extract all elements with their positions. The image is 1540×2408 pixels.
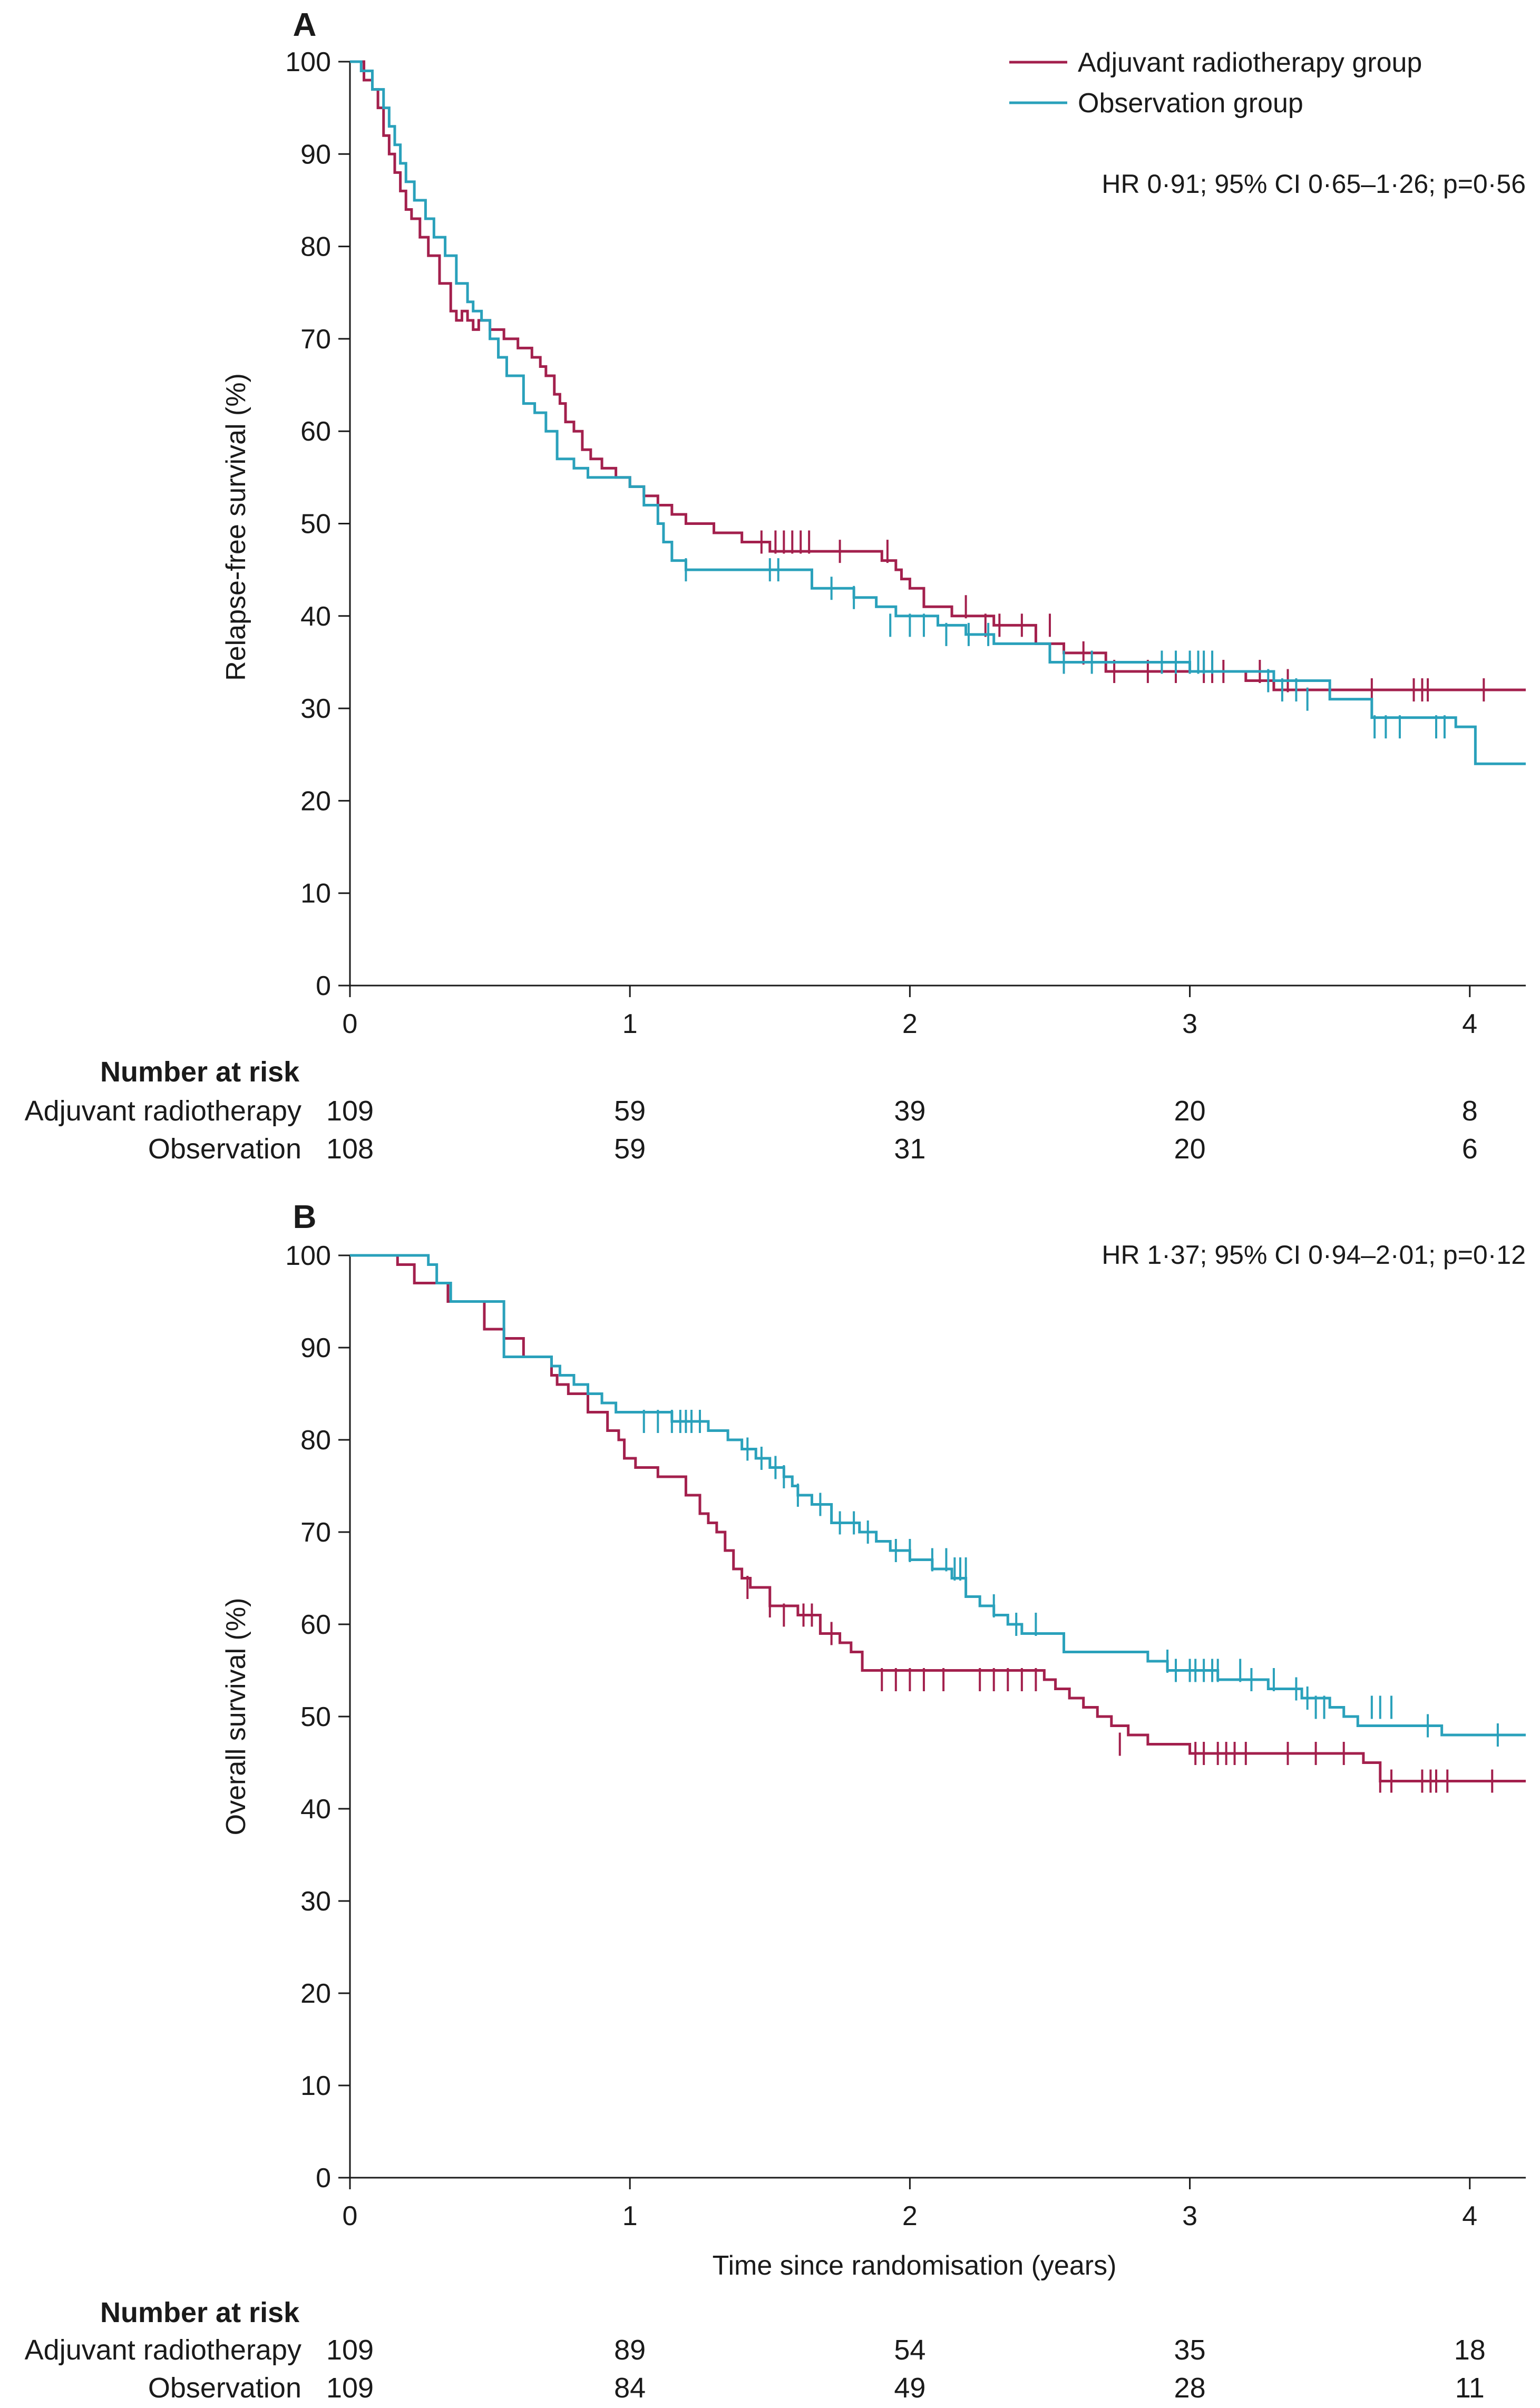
panel-a-y-tick-label: 90 bbox=[300, 139, 331, 170]
panel-b-x-axis-title: Time since randomisation (years) bbox=[713, 2250, 1117, 2281]
panel-b-y-axis-title: Overall survival (%) bbox=[221, 1598, 251, 1836]
panel-b-letter: B bbox=[293, 1199, 317, 1235]
panel-b-curve-observation bbox=[350, 1254, 1526, 1737]
legend-label-radiotherapy: Adjuvant radiotherapy group bbox=[1078, 47, 1422, 78]
panel-a-risk-value-radiotherapy: 39 bbox=[894, 1095, 925, 1127]
panel-a-y-tick-label: 30 bbox=[300, 694, 331, 724]
panel-b-risk-value-observation: 11 bbox=[1455, 2372, 1485, 2404]
panel-b-y-tick-label: 80 bbox=[300, 1425, 331, 1456]
panel-b-risk-value-observation: 109 bbox=[326, 2372, 374, 2404]
panel-b-x-tick-label: 2 bbox=[902, 2201, 918, 2231]
panel-b-plot-area: 0 10 20 30 40 50 60 70 80 90 100 0 1 2 3 4 bbox=[285, 1241, 1526, 2231]
panel-a-relapse-free-survival: A Relapse-free survival (%) Adjuvant rad… bbox=[25, 7, 1526, 1165]
panel-a-risk-value-observation: 20 bbox=[1174, 1133, 1206, 1165]
panel-a-hazard-ratio-annotation: HR 0·91; 95% CI 0·65–1·26; p=0·56 bbox=[1102, 169, 1526, 199]
panel-b-risk-value-radiotherapy: 18 bbox=[1454, 2334, 1486, 2366]
panel-b-x-tick-label: 1 bbox=[622, 2201, 638, 2231]
panel-b-risk-value-radiotherapy: 89 bbox=[614, 2334, 646, 2366]
panel-b-risk-value-radiotherapy: 35 bbox=[1174, 2334, 1206, 2366]
panel-a-letter: A bbox=[293, 7, 317, 43]
panel-a-x-tick-label: 4 bbox=[1462, 1009, 1477, 1039]
panel-a-risk-label-observation: Observation bbox=[148, 1133, 301, 1165]
panel-b-x-tick-label: 4 bbox=[1462, 2201, 1477, 2231]
panel-b-x-tick-label: 3 bbox=[1182, 2201, 1197, 2231]
panel-b-y-tick-label: 10 bbox=[300, 2071, 331, 2101]
panel-b-y-tick-label: 60 bbox=[300, 1610, 331, 1640]
panel-a-risk-heading: Number at risk bbox=[100, 1056, 300, 1088]
panel-b-y-tick-label: 40 bbox=[300, 1794, 331, 1825]
panel-b-risk-value-radiotherapy: 54 bbox=[894, 2334, 925, 2366]
panel-a-plot-area: 0 10 20 30 40 50 60 70 80 90 100 0 1 2 3 4 bbox=[285, 47, 1526, 1039]
panel-a-risk-value-radiotherapy: 20 bbox=[1174, 1095, 1206, 1127]
panel-a-y-tick-label: 20 bbox=[300, 786, 331, 816]
panel-a-risk-value-radiotherapy: 8 bbox=[1462, 1095, 1478, 1127]
panel-a-y-tick-label: 70 bbox=[300, 324, 331, 355]
panel-b-overall-survival: B Overall survival (%) HR 1·37; 95% CI 0… bbox=[25, 1199, 1526, 2404]
panel-b-risk-label-radiotherapy: Adjuvant radiotherapy bbox=[25, 2334, 301, 2366]
panel-b-y-tick-label: 30 bbox=[300, 1886, 331, 1917]
panel-a-risk-value-observation: 59 bbox=[614, 1133, 646, 1165]
panel-a-curve-observation bbox=[350, 60, 1526, 765]
panel-b-risk-label-observation: Observation bbox=[148, 2372, 301, 2404]
panel-a-y-tick-label: 40 bbox=[300, 601, 331, 632]
panel-a-x-tick-label: 0 bbox=[343, 1009, 358, 1039]
panel-a-risk-label-radiotherapy: Adjuvant radiotherapy bbox=[25, 1095, 301, 1127]
panel-a-legend: Adjuvant radiotherapy group Observation … bbox=[1009, 47, 1422, 119]
panel-a-risk-table: Number at risk Adjuvant radiotherapy Obs… bbox=[25, 1056, 1478, 1165]
panel-b-y-tick-label: 90 bbox=[300, 1333, 331, 1363]
panel-a-curve-radiotherapy bbox=[350, 60, 1526, 691]
panel-a-y-tick-label: 0 bbox=[316, 971, 331, 1001]
panel-a-risk-value-observation: 108 bbox=[326, 1133, 374, 1165]
panel-a-risk-values: 109 108 59 59 39 31 20 20 8 6 bbox=[326, 1095, 1478, 1165]
panel-a-y-tick-label: 80 bbox=[300, 232, 331, 262]
panel-a-risk-value-observation: 6 bbox=[1462, 1133, 1478, 1165]
panel-b-hazard-ratio-annotation: HR 1·37; 95% CI 0·94–2·01; p=0·12 bbox=[1102, 1240, 1526, 1270]
panel-b-risk-values: 109 109 89 84 54 49 35 28 18 11 bbox=[326, 2334, 1486, 2404]
panel-b-y-tick-label: 100 bbox=[285, 1241, 331, 1271]
panel-a-y-tick-label: 50 bbox=[300, 509, 331, 540]
panel-b-risk-heading: Number at risk bbox=[100, 2297, 300, 2328]
panel-a-x-tick-label: 2 bbox=[902, 1009, 918, 1039]
panel-b-risk-value-observation: 49 bbox=[894, 2372, 925, 2404]
panel-b-risk-value-observation: 28 bbox=[1174, 2372, 1206, 2404]
panel-b-x-tick-label: 0 bbox=[343, 2201, 358, 2231]
panel-b-curve-radiotherapy bbox=[350, 1254, 1526, 1782]
panel-a-y-tick-label: 60 bbox=[300, 416, 331, 447]
panel-b-y-tick-label: 70 bbox=[300, 1517, 331, 1548]
panel-a-x-tick-label: 3 bbox=[1182, 1009, 1197, 1039]
panel-a-y-tick-label: 10 bbox=[300, 879, 331, 909]
panel-a-risk-value-radiotherapy: 59 bbox=[614, 1095, 646, 1127]
legend-label-observation: Observation group bbox=[1078, 88, 1303, 119]
panel-a-risk-value-radiotherapy: 109 bbox=[326, 1095, 374, 1127]
panel-b-y-tick-label: 20 bbox=[300, 1978, 331, 2009]
panel-b-y-tick-label: 0 bbox=[316, 2163, 331, 2193]
panel-b-risk-value-radiotherapy: 109 bbox=[326, 2334, 374, 2366]
panel-a-y-tick-label: 100 bbox=[285, 47, 331, 77]
panel-a-y-axis-title: Relapse-free survival (%) bbox=[221, 373, 251, 681]
panel-b-risk-value-observation: 84 bbox=[614, 2372, 646, 2404]
panel-b-y-tick-label: 50 bbox=[300, 1702, 331, 1732]
panel-a-risk-value-observation: 31 bbox=[894, 1133, 925, 1165]
panel-a-x-tick-label: 1 bbox=[622, 1009, 638, 1039]
panel-b-risk-table: Number at risk Adjuvant radiotherapy Obs… bbox=[25, 2297, 1486, 2404]
